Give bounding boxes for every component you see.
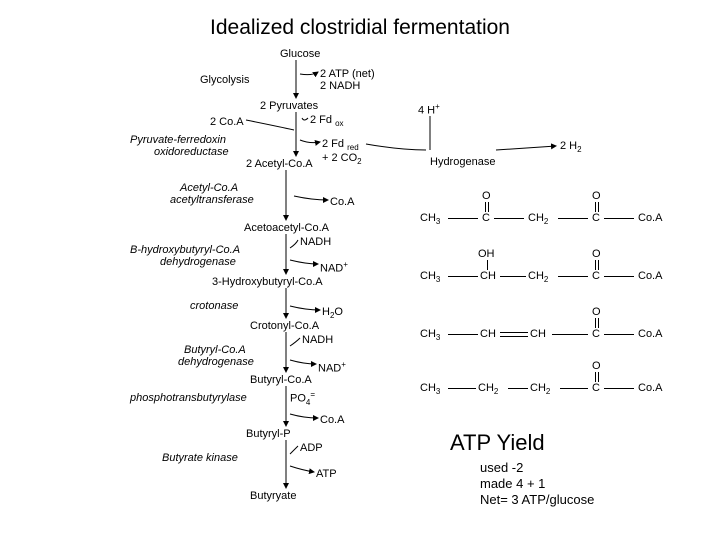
atp-yield-l1: used -2 [480,460,523,475]
struct-butyryl: CH3 CH2 CH2 C O Co.A [420,360,700,400]
atp-yield-title: ATP Yield [450,430,545,456]
struct-crotonyl: CH3 CH CH C O Co.A [420,306,700,346]
struct-hydroxybutyryl: CH3 CH OH CH2 C O Co.A [420,248,700,288]
struct-acetoacetyl: CH3 C O CH2 C O Co.A [420,190,700,230]
atp-yield-l3: Net= 3 ATP/glucose [480,492,594,507]
atp-yield-l2: made 4 + 1 [480,476,545,491]
